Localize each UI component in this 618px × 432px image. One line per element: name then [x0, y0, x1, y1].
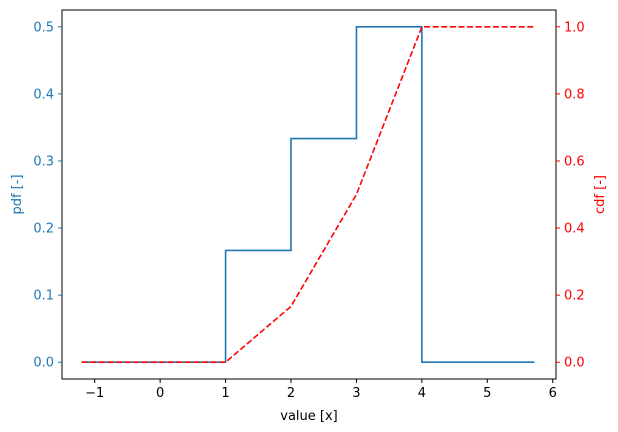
y-left-tick-label: 0.1	[33, 289, 54, 304]
series-layer	[81, 25, 535, 364]
y-right-tick-label: 0.6	[564, 154, 585, 169]
x-tick-label: 6	[549, 386, 557, 401]
pdf-series-line	[81, 25, 535, 364]
plot-frame	[61, 9, 557, 380]
axes-layer	[61, 9, 557, 380]
x-tick-label: 4	[418, 386, 426, 401]
y-left-axis-label: pdf [-]	[10, 174, 25, 214]
x-tick-label: 0	[156, 386, 164, 401]
y-right-tick-label: 0.8	[564, 87, 585, 102]
y-left-tick-label: 0.5	[33, 20, 54, 35]
y-right-tick-label: 0.0	[564, 356, 585, 371]
x-tick-label: −1	[85, 386, 104, 401]
y-left-tick-label: 0.3	[33, 154, 54, 169]
cdf-series-line	[81, 25, 535, 364]
y-left-ticks: 0.0 0.1 0.2 0.3 0.4 0.5	[33, 20, 62, 371]
x-tick-label: 2	[287, 386, 295, 401]
y-right-axis-label: cdf [-]	[593, 175, 608, 214]
y-left-tick-label: 0.0	[33, 356, 54, 371]
y-left-tick-label: 0.2	[33, 222, 54, 237]
y-right-ticks: 0.0 0.2 0.4 0.6 0.8 1.0	[556, 20, 585, 371]
y-right-tick-label: 1.0	[564, 20, 585, 35]
y-right-tick-label: 0.4	[564, 222, 585, 237]
x-ticks: −1 0 1 2 3 4 5 6	[85, 379, 557, 401]
y-left-tick-label: 0.4	[33, 87, 54, 102]
x-tick-label: 1	[221, 386, 229, 401]
y-right-tick-label: 0.2	[564, 289, 585, 304]
x-tick-label: 5	[483, 386, 491, 401]
x-tick-label: 3	[352, 386, 360, 401]
x-axis-label: value [x]	[280, 409, 337, 424]
